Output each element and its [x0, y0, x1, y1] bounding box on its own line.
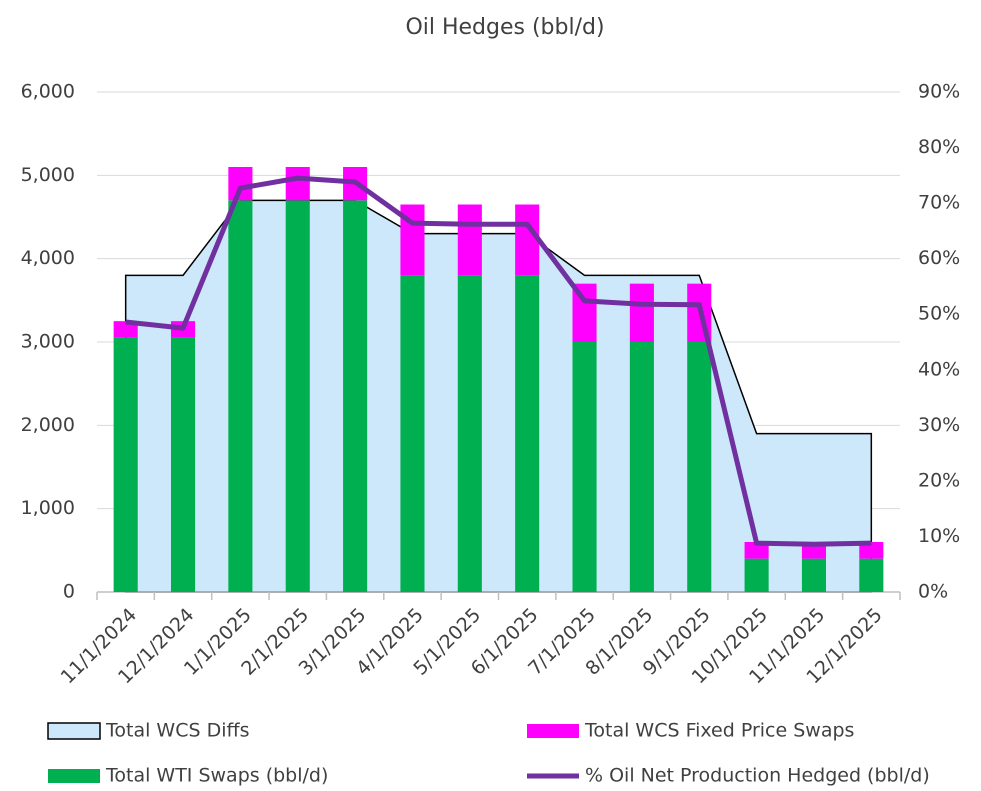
bar	[285, 200, 310, 593]
y2-tick-label: 10%	[918, 525, 960, 547]
bar	[228, 200, 253, 593]
y-tick-label: 3,000	[21, 331, 75, 353]
y2-tick-label: 60%	[918, 247, 960, 269]
y2-tick-label: 0%	[918, 581, 948, 603]
y2-tick-label: 20%	[918, 469, 960, 491]
legend-swatch	[47, 722, 101, 740]
bar	[113, 337, 138, 592]
y-tick-label: 0	[63, 581, 75, 603]
bar	[170, 337, 196, 592]
y-tick-label: 5,000	[21, 164, 75, 186]
legend-label: Total WCS Fixed Price Swaps	[584, 720, 854, 742]
bar	[859, 558, 884, 592]
bar	[457, 275, 482, 592]
chart-title: Oil Hedges (bbl/d)	[405, 15, 604, 40]
legend-label: Total WCS Diffs	[105, 720, 249, 742]
bar	[457, 204, 482, 276]
y-tick-label: 2,000	[21, 414, 75, 436]
y2-tick-label: 30%	[918, 414, 960, 436]
y2-tick-label: 90%	[918, 81, 960, 103]
bar	[343, 200, 368, 593]
bar	[400, 275, 425, 592]
legend-swatch	[527, 724, 579, 738]
bar	[515, 275, 540, 592]
bar	[744, 558, 769, 592]
bar	[572, 342, 597, 592]
bar	[228, 167, 253, 201]
y2-tick-label: 40%	[918, 358, 960, 380]
y2-tick-label: 70%	[918, 192, 960, 214]
bar	[859, 542, 884, 559]
y2-tick-label: 80%	[918, 136, 960, 158]
bar	[113, 321, 138, 338]
line	[125, 175, 872, 547]
legend-label: Total WTI Swaps (bbl/d)	[105, 765, 328, 787]
y2-tick-label: 50%	[918, 303, 960, 325]
y-tick-label: 1,000	[21, 497, 75, 519]
legend-swatch	[48, 769, 100, 783]
y-tick-label: 4,000	[21, 247, 75, 269]
bar	[629, 342, 654, 592]
bar	[285, 167, 310, 201]
bar	[801, 558, 827, 592]
bar	[629, 283, 654, 342]
bar	[515, 204, 540, 276]
bar	[687, 342, 712, 592]
y-tick-label: 6,000	[21, 81, 75, 103]
legend-label: % Oil Net Production Hedged (bbl/d)	[585, 765, 930, 787]
bar	[744, 542, 769, 559]
